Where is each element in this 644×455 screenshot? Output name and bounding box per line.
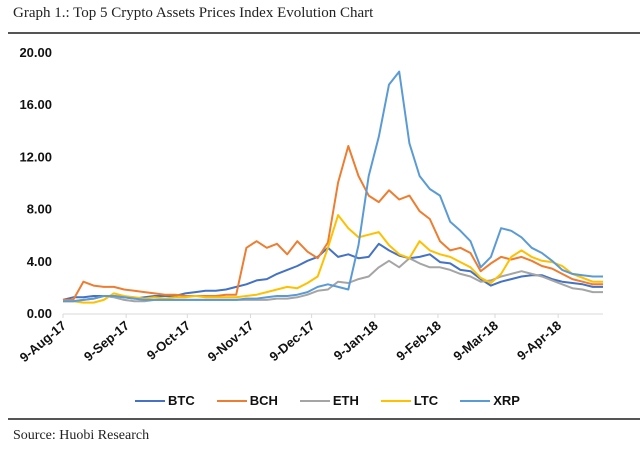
series-line-eth [63,257,603,303]
legend-swatch [299,399,330,402]
series-line-ltc [63,214,603,304]
legend-item-bch: BCH [216,393,278,408]
series-line-bch [63,145,603,301]
x-tick-label: 9-Jan-18 [331,318,381,363]
x-tick-label: 9-Mar-18 [450,318,501,364]
chart-title: Graph 1.: Top 5 Crypto Assets Prices Ind… [13,5,374,21]
top-divider [8,32,640,34]
y-tick-label: 16.00 [19,97,52,112]
x-tick-label: 9-Sep-17 [81,318,132,364]
legend-label: BTC [168,393,195,408]
legend-label: LTC [413,393,439,408]
x-tick-label: 9-Oct-17 [144,318,194,363]
x-tick-label: 9-Aug-17 [17,318,69,365]
chart-plot: 0.00 4.00 8.00 12.00 16.00 20.00 9-Aug-17 9-Sep… [17,45,603,365]
legend-label: XRP [493,393,520,408]
legend-item-xrp: XRP [460,393,520,408]
series-lines [62,70,603,304]
y-tick-label: 0.00 [27,306,52,321]
y-tick-label: 12.00 [19,149,52,164]
legend-swatch [460,399,491,402]
source-note: Source: Huobi Research [13,428,150,443]
y-tick-label: 20.00 [19,45,52,60]
x-tick-label: 9-Apr-18 [514,318,564,363]
y-tick-label: 8.00 [27,202,52,217]
series-line-btc [62,242,603,301]
legend-item-eth: ETH [299,393,359,408]
legend-label: ETH [332,393,359,408]
legend-swatch [216,399,247,402]
chart-legend: BTC BCH ETH LTC XRP [135,393,542,408]
legend-item-btc: BTC [135,393,195,408]
x-tick-label: 9-Feb-18 [393,318,444,364]
x-tick-label: 9-Dec-17 [266,318,317,364]
y-tick-label: 4.00 [27,254,52,269]
x-tick-label: 9-Nov-17 [205,318,257,365]
series-line-xrp [63,70,603,303]
legend-swatch [135,399,165,402]
bottom-divider [8,418,640,420]
legend-label: BCH [249,393,278,408]
legend-swatch [380,399,411,402]
legend-item-ltc: LTC [380,393,439,408]
axes: 0.00 4.00 8.00 12.00 16.00 20.00 9-Aug-17 9-Sep… [17,45,603,365]
